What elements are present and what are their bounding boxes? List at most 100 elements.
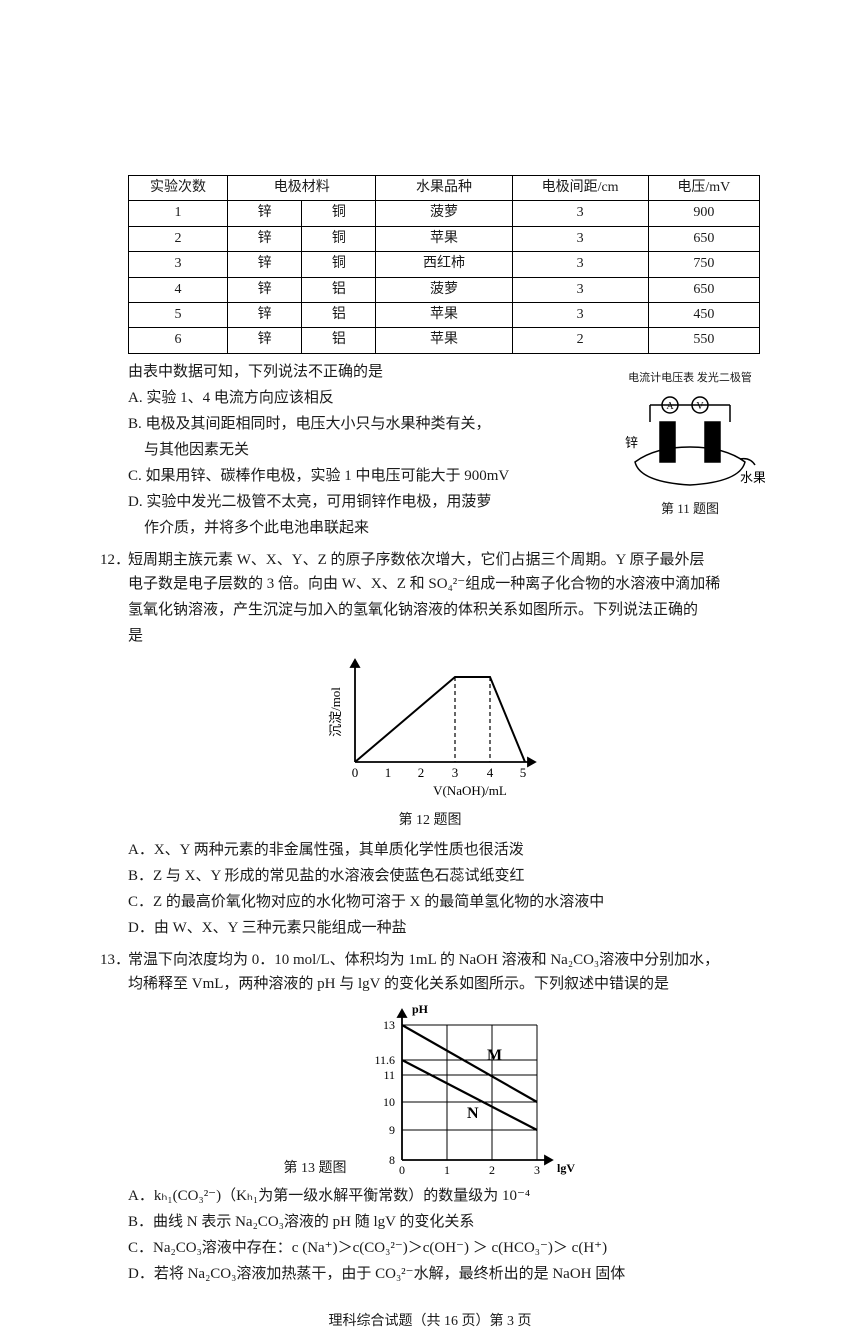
page-footer: 理科综合试题（共 16 页）第 3 页 <box>100 1311 760 1333</box>
table-cell: 铜 <box>302 252 376 277</box>
table-cell: 铝 <box>302 277 376 302</box>
question-11-block: 实验次数 电极材料 水果品种 电极间距/cm 电压/mV 1锌铜菠萝39002锌… <box>100 175 760 540</box>
table-cell: 锌 <box>227 302 301 327</box>
table-cell: 锌 <box>227 201 301 226</box>
q11-option-d-line2: 作介质，并将多个此电池串联起来 <box>144 516 528 540</box>
table-cell: 铜 <box>302 201 376 226</box>
svg-text:3: 3 <box>452 765 459 780</box>
table-header-row: 实验次数 电极材料 水果品种 电极间距/cm 电压/mV <box>129 176 760 201</box>
table-cell: 锌 <box>227 226 301 251</box>
table-cell: 650 <box>648 226 759 251</box>
table-cell: 苹果 <box>376 302 512 327</box>
table-row: 6锌铝苹果2550 <box>129 328 760 353</box>
table-cell: 3 <box>512 277 648 302</box>
table-row: 2锌铜苹果3650 <box>129 226 760 251</box>
table-row: 3锌铜西红柿3750 <box>129 252 760 277</box>
table-cell: 3 <box>512 302 648 327</box>
ph-chart-icon: pH 13 11.6 11 10 9 8 0 1 2 3 lgV M N <box>357 1000 577 1180</box>
q11-fig-top-label: 电流计电压表 发光二极管 <box>610 370 770 388</box>
svg-text:0: 0 <box>399 1163 405 1177</box>
question-12-block: 12．短周期主族元素 W、X、Y、Z 的原子序数依次增大，它们占据三个周期。Y … <box>100 548 760 940</box>
table-cell: 苹果 <box>376 226 512 251</box>
table-row: 5锌铝苹果3450 <box>129 302 760 327</box>
table-cell: 菠萝 <box>376 201 512 226</box>
q13-stem-1: 常温下向浓度均为 0．10 mol/L、体积均为 1mL 的 NaOH 溶液和 … <box>128 952 719 968</box>
q12-option-c: C．Z 的最高价氧化物对应的水化物可溶于 X 的最简单氢化物的水溶液中 <box>128 890 760 914</box>
q12-number: 12． <box>100 548 128 572</box>
table-cell: 3 <box>512 252 648 277</box>
svg-text:A: A <box>666 401 674 412</box>
table-cell: 苹果 <box>376 328 512 353</box>
svg-text:11: 11 <box>383 1068 395 1082</box>
table-row: 1锌铜菠萝3900 <box>129 201 760 226</box>
th-electrode: 电极材料 <box>227 176 375 201</box>
q11-option-c: C. 如果用锌、碳棒作电极，实验 1 中电压可能大于 900mV <box>128 464 528 488</box>
table-cell: 900 <box>648 201 759 226</box>
q13-option-d: D．若将 Na₂CO₃溶液加热蒸干，由于 CO₃²⁻水解，最终析出的是 NaOH… <box>128 1262 760 1286</box>
table-cell: 2 <box>512 328 648 353</box>
table-cell: 750 <box>648 252 759 277</box>
table-cell: 1 <box>129 201 228 226</box>
svg-text:3: 3 <box>534 1163 540 1177</box>
svg-text:沉淀/mol: 沉淀/mol <box>328 686 343 736</box>
svg-text:N: N <box>467 1105 479 1122</box>
q12-chart: 0 1 2 3 4 5 V(NaOH)/mL 沉淀/mol 第 12 题图 <box>100 652 760 832</box>
svg-text:V: V <box>696 401 704 412</box>
q13-caption: 第 13 题图 <box>284 1158 347 1180</box>
question-13-block: 13．常温下向浓度均为 0．10 mol/L、体积均为 1mL 的 NaOH 溶… <box>100 948 760 1286</box>
table-cell: 铝 <box>302 328 376 353</box>
svg-text:0: 0 <box>352 765 359 780</box>
q12-stem-4: 是 <box>128 624 760 648</box>
q11-lead: 由表中数据可知，下列说法不正确的是 <box>128 360 528 384</box>
table-cell: 3 <box>512 226 648 251</box>
th-distance: 电极间距/cm <box>512 176 648 201</box>
table-cell: 550 <box>648 328 759 353</box>
q12-stem-2: 电子数是电子层数的 3 倍。向由 W、X、Z 和 SO₄²⁻组成一种离子化合物的… <box>128 572 760 596</box>
table-cell: 2 <box>129 226 228 251</box>
q13-option-c: C．Na₂CO₃溶液中存在：c (Na⁺)＞c(CO₃²⁻)＞c(OH⁻) ＞ … <box>128 1236 760 1260</box>
q12-stem-3: 氢氧化钠溶液，产生沉淀与加入的氢氧化钠溶液的体积关系如图所示。下列说法正确的 <box>128 598 760 622</box>
table-cell: 3 <box>129 252 228 277</box>
table-cell: 锌 <box>227 277 301 302</box>
table-row: 4锌铝菠萝3650 <box>129 277 760 302</box>
q11-option-a: A. 实验 1、4 电流方向应该相反 <box>128 386 528 410</box>
table-cell: 锌 <box>227 252 301 277</box>
q11-figure: 电流计电压表 发光二极管 A V 锌 <box>610 370 770 520</box>
svg-text:M: M <box>487 1047 502 1064</box>
svg-text:V(NaOH)/mL: V(NaOH)/mL <box>433 783 507 798</box>
svg-text:1: 1 <box>385 765 392 780</box>
q11-option-d-line1: D. 实验中发光二极管不太亮，可用铜锌作电极，用菠萝 <box>128 490 528 514</box>
q11-option-b-line1: B. 电极及其间距相同时，电压大小只与水果种类有关， <box>128 412 528 436</box>
circuit-diagram-icon: A V 锌 水果 <box>615 387 765 492</box>
table-cell: 3 <box>512 201 648 226</box>
svg-text:4: 4 <box>487 765 494 780</box>
svg-text:11.6: 11.6 <box>374 1053 395 1067</box>
fruit-label: 水果 <box>740 470 765 485</box>
table-cell: 西红柿 <box>376 252 512 277</box>
svg-text:9: 9 <box>389 1123 395 1137</box>
svg-text:5: 5 <box>520 765 527 780</box>
q13-option-b: B．曲线 N 表示 Na₂CO₃溶液的 pH 随 lgV 的变化关系 <box>128 1210 760 1234</box>
precipitate-chart-icon: 0 1 2 3 4 5 V(NaOH)/mL 沉淀/mol <box>300 652 560 802</box>
svg-text:10: 10 <box>383 1095 395 1109</box>
q11-fig-caption: 第 11 题图 <box>610 499 770 520</box>
experiment-table: 实验次数 电极材料 水果品种 电极间距/cm 电压/mV 1锌铜菠萝39002锌… <box>128 175 760 354</box>
q12-caption: 第 12 题图 <box>100 810 760 832</box>
q11-option-b-line2: 与其他因素无关 <box>144 438 528 462</box>
svg-text:2: 2 <box>489 1163 495 1177</box>
th-fruit: 水果品种 <box>376 176 512 201</box>
table-cell: 450 <box>648 302 759 327</box>
table-cell: 铝 <box>302 302 376 327</box>
table-cell: 铜 <box>302 226 376 251</box>
table-cell: 4 <box>129 277 228 302</box>
table-cell: 650 <box>648 277 759 302</box>
svg-text:8: 8 <box>389 1153 395 1167</box>
q12-option-b: B．Z 与 X、Y 形成的常见盐的水溶液会使蓝色石蕊试纸变红 <box>128 864 760 888</box>
th-voltage: 电压/mV <box>648 176 759 201</box>
svg-text:1: 1 <box>444 1163 450 1177</box>
q13-stem-2: 均稀释至 VmL，两种溶液的 pH 与 lgV 的变化关系如图所示。下列叙述中错… <box>128 972 760 996</box>
table-cell: 锌 <box>227 328 301 353</box>
svg-text:pH: pH <box>412 1002 429 1016</box>
svg-text:lgV: lgV <box>557 1161 575 1175</box>
q12-option-d: D．由 W、X、Y 三种元素只能组成一种盐 <box>128 916 760 940</box>
